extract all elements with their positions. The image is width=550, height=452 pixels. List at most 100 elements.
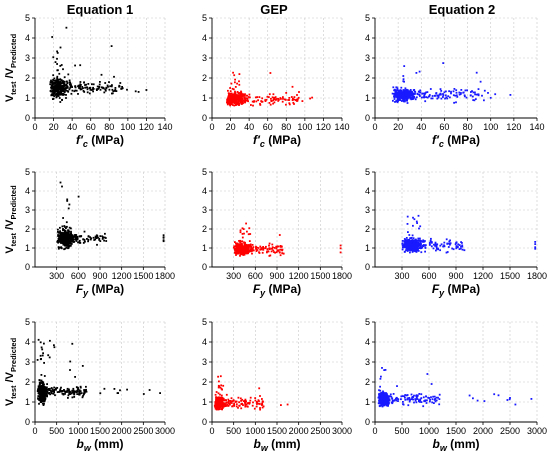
- data-point: [43, 362, 45, 364]
- data-point: [245, 403, 248, 406]
- data-point: [273, 96, 275, 99]
- data-point: [272, 249, 275, 252]
- data-point: [79, 386, 82, 389]
- data-point: [92, 83, 95, 86]
- data-point: [443, 241, 446, 244]
- data-point: [51, 94, 54, 97]
- data-point: [57, 235, 59, 237]
- data-point: [406, 240, 409, 242]
- data-point: [384, 369, 387, 371]
- data-point: [409, 89, 412, 91]
- data-point: [434, 241, 437, 244]
- data-point: [455, 91, 458, 94]
- data-point: [238, 240, 240, 242]
- x-tick-label: 100: [120, 122, 135, 132]
- data-point: [256, 96, 259, 98]
- data-point: [219, 403, 222, 406]
- data-point: [394, 94, 397, 97]
- data-point: [271, 247, 273, 250]
- data-point: [79, 242, 82, 244]
- data-point: [404, 241, 407, 244]
- data-point: [420, 251, 423, 254]
- data-point: [72, 390, 74, 393]
- data-point: [79, 64, 82, 67]
- data-point: [58, 82, 61, 84]
- data-point: [409, 237, 411, 240]
- data-point: [224, 403, 227, 406]
- data-point: [438, 393, 441, 396]
- data-point: [379, 398, 381, 401]
- data-point: [75, 235, 78, 238]
- data-point: [414, 398, 417, 400]
- data-point: [52, 74, 55, 77]
- data-point: [213, 404, 216, 407]
- data-point: [228, 96, 231, 98]
- data-point: [275, 247, 278, 250]
- data-point: [235, 104, 237, 106]
- data-point: [400, 395, 403, 398]
- data-point: [236, 249, 238, 252]
- data-point: [413, 244, 416, 247]
- data-point: [79, 88, 82, 91]
- data-point: [477, 88, 480, 90]
- data-point: [244, 399, 246, 402]
- data-point: [285, 103, 287, 106]
- data-point: [238, 401, 240, 404]
- column-title-equation-2: Equation 2: [429, 2, 495, 17]
- data-point: [87, 240, 89, 243]
- data-point: [248, 93, 251, 96]
- data-point: [126, 88, 128, 91]
- data-point: [215, 408, 218, 411]
- data-point: [70, 230, 72, 233]
- data-point: [74, 234, 76, 236]
- data-point: [66, 225, 68, 228]
- data-point: [406, 90, 409, 93]
- data-point: [395, 397, 397, 400]
- data-point: [59, 65, 62, 67]
- data-point: [421, 92, 424, 95]
- data-point: [40, 346, 43, 349]
- data-point: [407, 90, 410, 92]
- data-point: [73, 392, 76, 395]
- data-point: [401, 240, 404, 242]
- data-point: [380, 393, 383, 395]
- data-point: [425, 96, 427, 98]
- data-point: [422, 239, 425, 242]
- data-point: [403, 240, 406, 242]
- data-point: [274, 251, 276, 254]
- data-point: [261, 97, 264, 100]
- data-point: [66, 86, 69, 89]
- data-point: [278, 234, 281, 236]
- data-point: [278, 98, 280, 101]
- data-point: [65, 243, 68, 245]
- data-point: [424, 240, 426, 242]
- data-point: [391, 399, 394, 402]
- data-point: [234, 247, 237, 250]
- data-point: [309, 97, 311, 100]
- data-point: [380, 401, 382, 404]
- y-tick-label: 1: [365, 243, 370, 253]
- data-point: [409, 240, 412, 243]
- x-axis-label: f′c (MPa): [432, 133, 480, 149]
- data-point: [415, 220, 418, 223]
- data-point: [72, 235, 74, 238]
- data-point: [82, 242, 85, 244]
- data-point: [82, 238, 85, 241]
- y-tick-label: 2: [202, 224, 207, 234]
- data-point: [64, 393, 66, 395]
- data-point: [74, 236, 77, 239]
- data-point: [460, 245, 462, 248]
- data-point: [78, 239, 81, 242]
- data-point: [74, 64, 76, 67]
- y-tick-label: 5: [25, 13, 30, 23]
- data-point: [220, 396, 223, 399]
- data-point: [415, 396, 418, 399]
- data-point: [270, 99, 273, 102]
- data-point: [272, 102, 274, 105]
- data-point: [37, 392, 40, 395]
- data-point: [236, 252, 239, 255]
- data-point: [268, 244, 270, 247]
- data-point: [51, 90, 54, 93]
- data-point: [253, 100, 255, 102]
